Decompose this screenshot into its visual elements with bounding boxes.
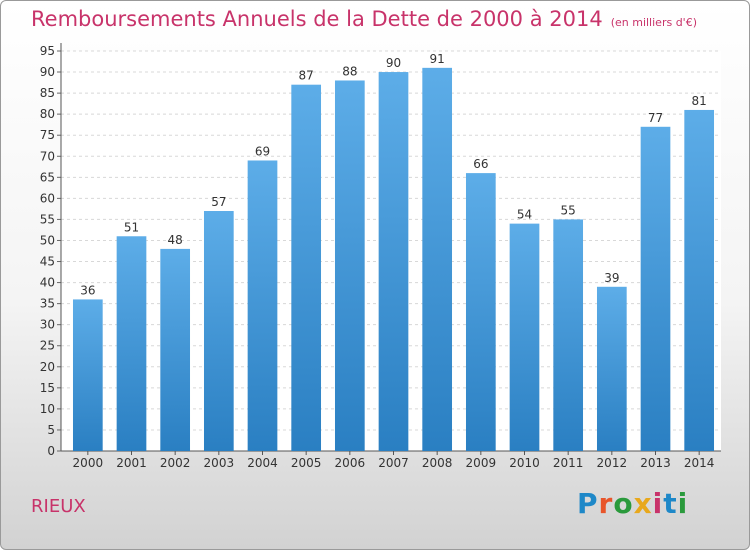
- data-label: 51: [124, 220, 139, 234]
- y-tick-label: 95: [40, 44, 55, 58]
- proxiti-logo: Proxiti: [577, 487, 688, 520]
- data-label: 55: [561, 203, 576, 217]
- logo-letter: t: [663, 487, 678, 520]
- x-tick-label: 2011: [553, 456, 584, 470]
- bar: [509, 223, 540, 451]
- y-tick-label: 45: [40, 255, 55, 269]
- y-tick-label: 5: [47, 423, 55, 437]
- data-label: 36: [80, 283, 95, 297]
- x-tick-label: 2014: [684, 456, 715, 470]
- y-tick-label: 70: [40, 149, 55, 163]
- logo-letter: i: [677, 487, 689, 520]
- chart-unit: (en milliers d'€): [610, 16, 697, 29]
- logo-letter: o: [613, 487, 634, 520]
- y-tick-label: 75: [40, 128, 55, 142]
- bar: [378, 72, 409, 451]
- y-tick-label: 15: [40, 381, 55, 395]
- y-tick-label: 85: [40, 86, 55, 100]
- data-label: 57: [211, 195, 226, 209]
- chart-title: Remboursements Annuels de la Dette de 20…: [31, 7, 697, 31]
- x-tick-label: 2003: [204, 456, 235, 470]
- bar: [116, 236, 147, 451]
- bar: [291, 84, 322, 452]
- bar: [247, 160, 278, 451]
- chart-title-text: Remboursements Annuels de la Dette de 20…: [31, 7, 603, 31]
- data-label: 39: [604, 271, 619, 285]
- logo-letter: i: [652, 487, 664, 520]
- x-tick-label: 2009: [466, 456, 497, 470]
- y-tick-label: 80: [40, 107, 55, 121]
- x-tick-label: 2000: [73, 456, 104, 470]
- y-tick-label: 90: [40, 65, 55, 79]
- data-label: 81: [692, 94, 707, 108]
- x-tick-label: 2006: [335, 456, 366, 470]
- y-tick-label: 10: [40, 402, 55, 416]
- x-tick-label: 2001: [116, 456, 147, 470]
- x-tick-label: 2005: [291, 456, 322, 470]
- x-tick-label: 2012: [597, 456, 628, 470]
- commune-name: RIEUX: [31, 496, 86, 517]
- y-tick-label: 25: [40, 339, 55, 353]
- logo-letter: x: [633, 487, 653, 520]
- x-tick-label: 2008: [422, 456, 453, 470]
- data-label: 90: [386, 56, 401, 70]
- bar: [334, 80, 365, 451]
- data-label: 54: [517, 208, 532, 222]
- x-tick-label: 2002: [160, 456, 191, 470]
- logo-letter: r: [598, 487, 614, 520]
- bar: [596, 286, 627, 451]
- bar: [684, 109, 715, 452]
- y-tick-label: 20: [40, 360, 55, 374]
- data-label: 88: [342, 64, 357, 78]
- x-tick-label: 2007: [378, 456, 409, 470]
- logo-letter: P: [577, 487, 599, 520]
- y-tick-label: 50: [40, 233, 55, 247]
- x-tick-label: 2013: [640, 456, 671, 470]
- y-tick-label: 30: [40, 318, 55, 332]
- bar: [160, 248, 191, 451]
- data-label: 48: [168, 233, 183, 247]
- y-tick-label: 55: [40, 212, 55, 226]
- bar: [640, 126, 671, 451]
- data-label: 87: [299, 69, 314, 83]
- data-label: 77: [648, 111, 663, 125]
- y-tick-label: 60: [40, 191, 55, 205]
- bar: [422, 67, 453, 451]
- data-label: 91: [430, 52, 445, 66]
- bar: [465, 173, 496, 451]
- x-tick-label: 2010: [509, 456, 540, 470]
- bar: [203, 211, 234, 451]
- bar: [72, 299, 103, 451]
- data-label: 69: [255, 144, 270, 158]
- x-tick-label: 2004: [247, 456, 278, 470]
- y-tick-label: 35: [40, 297, 55, 311]
- bar: [553, 219, 584, 451]
- y-tick-label: 0: [47, 444, 55, 458]
- data-label: 66: [473, 157, 488, 171]
- y-tick-label: 65: [40, 170, 55, 184]
- y-tick-label: 40: [40, 276, 55, 290]
